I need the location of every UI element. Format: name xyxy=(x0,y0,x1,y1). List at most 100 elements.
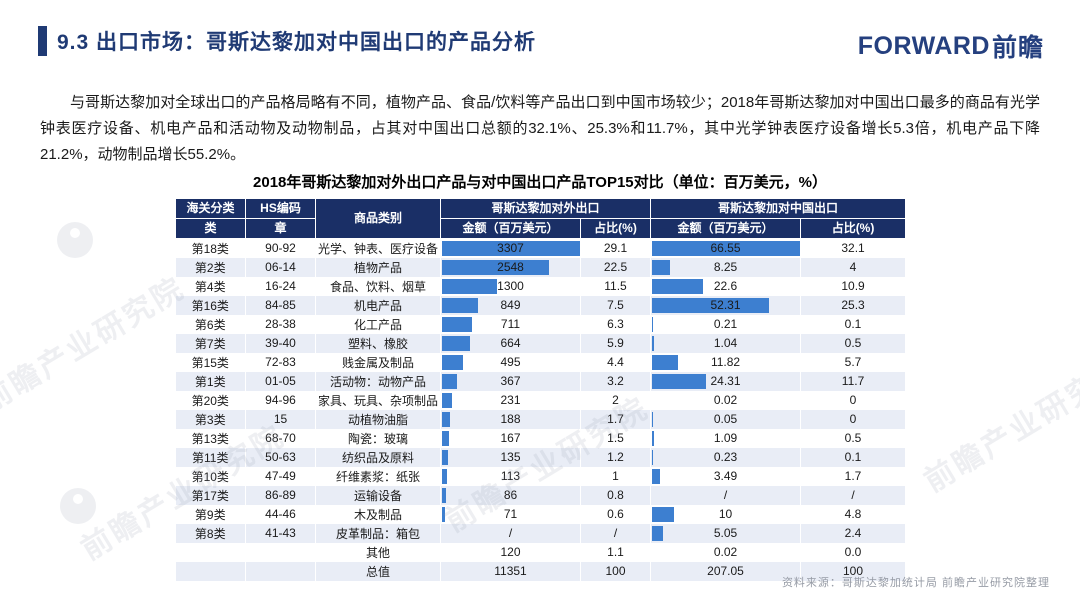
col-header-world-amount: 金额（百万美元） xyxy=(440,218,581,239)
cell-customs-class: 第10类 xyxy=(175,466,246,486)
cell-china-amount: 1.09 xyxy=(650,428,802,448)
cell-china-amount: 0.05 xyxy=(650,409,802,429)
cell-china-share: 0.5 xyxy=(800,333,907,353)
table-row: 第9类 44-46 木及制品 71 0.6 10 4.8 xyxy=(175,504,907,524)
cell-customs-class: 第15类 xyxy=(175,352,246,372)
cell-hs-code: 72-83 xyxy=(245,352,316,372)
forward-logo: FORWARD 前瞻 xyxy=(858,28,1044,64)
world-amount-bar xyxy=(442,373,458,389)
cell-china-amount: 207.05 xyxy=(650,561,802,581)
cell-china-amount: 52.31 xyxy=(650,295,802,315)
page-title: 9.3 出口市场：哥斯达黎加对中国出口的产品分析 xyxy=(57,31,537,54)
header-row-sub: 类 章 金额（百万美元） 占比(%) 金额（百万美元） 占比(%) xyxy=(175,218,907,239)
intro-paragraph: 与哥斯达黎加对全球出口的产品格局略有不同，植物产品、食品/饮料等产品出口到中国市… xyxy=(40,94,1040,163)
china-amount-bar xyxy=(652,354,679,370)
cell-product: 机电产品 xyxy=(315,295,441,315)
logo-cn-text: 前瞻 xyxy=(991,34,1044,62)
cell-world-amount: 120 xyxy=(440,542,581,562)
cell-china-amount: 0.02 xyxy=(650,542,802,562)
col-header-world-share: 占比(%) xyxy=(579,218,652,239)
table-row: 第17类 86-89 运输设备 86 0.8 / / xyxy=(175,485,907,505)
world-amount-bar xyxy=(442,392,452,408)
world-amount-bar xyxy=(442,297,478,313)
cell-world-share: 5.9 xyxy=(580,333,652,353)
cell-world-amount: 135 xyxy=(440,447,581,467)
cell-world-share: 29.1 xyxy=(580,238,652,258)
cell-world-amount: 495 xyxy=(440,352,581,372)
table-header: 海关分类 HS编码 商品类别 哥斯达黎加对外出口 哥斯达黎加对中国出口 类 章 … xyxy=(175,198,907,239)
cell-product: 化工产品 xyxy=(315,314,441,334)
col-header-china-share: 占比(%) xyxy=(800,218,907,239)
col-header-class: 类 xyxy=(175,218,246,239)
cell-china-amount: 8.25 xyxy=(650,257,802,277)
cell-hs-code: 06-14 xyxy=(245,257,316,277)
cell-product: 塑料、橡胶 xyxy=(315,333,441,353)
table-row: 第3类 15 动植物油脂 188 1.7 0.05 0 xyxy=(175,409,907,429)
cell-china-share: 0.5 xyxy=(800,428,907,448)
cell-china-share: 5.7 xyxy=(800,352,907,372)
table-row: 第13类 68-70 陶瓷：玻璃 167 1.5 1.09 0.5 xyxy=(175,428,907,448)
table-row: 第10类 47-49 纤维素浆：纸张 113 1 3.49 1.7 xyxy=(175,466,907,486)
col-group-world-export: 哥斯达黎加对外出口 xyxy=(439,198,652,219)
cell-china-amount: 0.21 xyxy=(650,314,802,334)
cell-world-amount: 11351 xyxy=(440,561,581,581)
cell-product: 纤维素浆：纸张 xyxy=(315,466,441,486)
table-row: 第7类 39-40 塑料、橡胶 664 5.9 1.04 0.5 xyxy=(175,333,907,353)
cell-world-share: 100 xyxy=(580,561,652,581)
cell-customs-class: 第4类 xyxy=(175,276,246,296)
cell-hs-code: 47-49 xyxy=(245,466,316,486)
cell-china-amount: 10 xyxy=(650,504,802,524)
world-amount-bar xyxy=(442,449,448,465)
cell-china-share: 25.3 xyxy=(800,295,907,315)
cell-china-amount: 0.02 xyxy=(650,390,802,410)
china-amount-bar xyxy=(652,241,800,256)
cell-world-share: 0.6 xyxy=(580,504,652,524)
cell-product: 食品、饮料、烟草 xyxy=(315,276,441,296)
cell-world-amount: 3307 xyxy=(440,238,581,258)
cell-china-share: / xyxy=(800,485,907,505)
cell-china-amount: / xyxy=(650,485,802,505)
cell-world-share: 1.7 xyxy=(580,409,652,429)
cell-world-share: 1.2 xyxy=(580,447,652,467)
col-header-customs-class: 海关分类 xyxy=(175,198,246,219)
cell-customs-class: 第11类 xyxy=(175,447,246,467)
cell-world-share: 1.1 xyxy=(580,542,652,562)
cell-world-share: 1.5 xyxy=(580,428,652,448)
cell-world-amount: 71 xyxy=(440,504,581,524)
col-header-chapter: 章 xyxy=(245,218,316,239)
cell-hs-code xyxy=(245,542,316,562)
cell-china-share: 0 xyxy=(800,390,907,410)
cell-world-amount: 167 xyxy=(440,428,581,448)
world-amount-bar xyxy=(442,430,450,446)
cell-customs-class: 第3类 xyxy=(175,409,246,429)
cell-china-amount: 1.04 xyxy=(650,333,802,353)
cell-hs-code: 94-96 xyxy=(245,390,316,410)
cell-world-share: 3.2 xyxy=(580,371,652,391)
cell-product: 动植物油脂 xyxy=(315,409,441,429)
china-amount-bar xyxy=(652,297,770,313)
cell-hs-code: 50-63 xyxy=(245,447,316,467)
cell-world-amount: 1300 xyxy=(440,276,581,296)
cell-world-amount: 849 xyxy=(440,295,581,315)
world-amount-bar xyxy=(442,316,472,332)
watermark-text: 前瞻产业研究院 xyxy=(0,271,191,419)
china-amount-bar xyxy=(652,373,707,389)
watermark-text: 前瞻产业研究院 xyxy=(918,351,1080,499)
cell-world-share: / xyxy=(580,523,652,543)
cell-world-amount: 231 xyxy=(440,390,581,410)
cell-china-amount: 0.23 xyxy=(650,447,802,467)
watermark-logo-icon xyxy=(60,488,96,524)
china-amount-bar xyxy=(652,506,675,522)
world-amount-bar xyxy=(442,506,445,522)
export-comparison-table: 海关分类 HS编码 商品类别 哥斯达黎加对外出口 哥斯达黎加对中国出口 类 章 … xyxy=(175,198,907,581)
cell-china-share: 0.0 xyxy=(800,542,907,562)
logo-en-text: FORWARD xyxy=(857,31,990,60)
title-accent-bar xyxy=(38,26,47,56)
cell-china-amount: 22.6 xyxy=(650,276,802,296)
table-row: 总值 11351 100 207.05 100 xyxy=(175,561,907,581)
cell-china-share: 4 xyxy=(800,257,907,277)
cell-world-share: 6.3 xyxy=(580,314,652,334)
cell-world-share: 1 xyxy=(580,466,652,486)
cell-customs-class xyxy=(175,561,246,581)
cell-customs-class: 第6类 xyxy=(175,314,246,334)
